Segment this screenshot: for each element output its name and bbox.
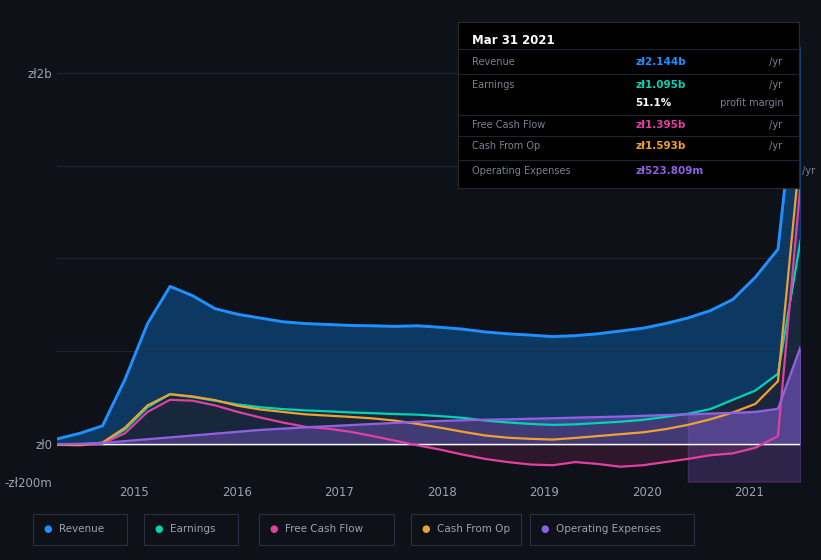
Text: Cash From Op: Cash From Op	[437, 524, 510, 534]
Text: Mar 31 2021: Mar 31 2021	[472, 34, 554, 47]
Text: profit margin: profit margin	[717, 99, 784, 108]
Text: Earnings: Earnings	[170, 524, 215, 534]
Text: ●: ●	[540, 524, 548, 534]
Text: /yr: /yr	[766, 57, 782, 67]
Text: /yr: /yr	[766, 120, 782, 130]
Text: Cash From Op: Cash From Op	[472, 141, 540, 151]
Text: Revenue: Revenue	[472, 57, 515, 67]
Text: zł1.593b: zł1.593b	[635, 141, 686, 151]
Text: ●: ●	[44, 524, 52, 534]
Text: Revenue: Revenue	[59, 524, 104, 534]
Text: zł2.144b: zł2.144b	[635, 57, 686, 67]
Text: ●: ●	[269, 524, 277, 534]
Text: 51.1%: 51.1%	[635, 99, 672, 108]
Text: zł523.809m: zł523.809m	[635, 166, 704, 176]
Text: Free Cash Flow: Free Cash Flow	[472, 120, 545, 130]
Text: ●: ●	[154, 524, 163, 534]
Text: Operating Expenses: Operating Expenses	[556, 524, 661, 534]
Text: Operating Expenses: Operating Expenses	[472, 166, 571, 176]
Text: /yr: /yr	[766, 141, 782, 151]
Text: zł1.395b: zł1.395b	[635, 120, 686, 130]
Text: ●: ●	[421, 524, 429, 534]
Text: zł1.095b: zł1.095b	[635, 80, 686, 90]
Text: Earnings: Earnings	[472, 80, 514, 90]
Text: Free Cash Flow: Free Cash Flow	[285, 524, 363, 534]
Text: /yr: /yr	[799, 166, 815, 176]
Text: /yr: /yr	[766, 80, 782, 90]
